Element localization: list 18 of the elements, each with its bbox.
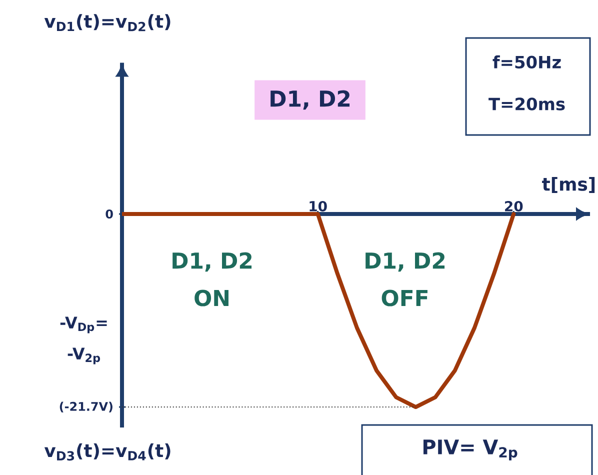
line-series: [122, 212, 516, 410]
annotation: f=50Hz: [492, 55, 561, 69]
y-tick-label: 0: [106, 209, 113, 219]
y-axis-title: v$_{D1}$(t)=v$_{D2}$(t): [44, 14, 170, 32]
text: v$_{D3}$(t)=v$_{D4}$(t): [44, 443, 170, 461]
x-tick-label: 20: [505, 200, 523, 212]
annotation: ON: [194, 290, 228, 306]
text: -V$_{Dp}$=: [60, 316, 107, 334]
annotation: T=20ms: [488, 98, 565, 110]
annotation: D1, D2: [270, 90, 350, 110]
text: -V$_{2p}$: [68, 348, 100, 364]
text: PIV= V$_{2p}$: [423, 440, 518, 460]
annotation: D1, D2: [172, 252, 252, 272]
x-tick-label: 10: [310, 200, 327, 212]
annotation: D1, D2: [366, 252, 445, 272]
y-tick-label: (-21.7V): [60, 402, 112, 412]
annotation: OFF: [382, 290, 428, 306]
x-axis-title: t[ms]: [542, 176, 595, 193]
